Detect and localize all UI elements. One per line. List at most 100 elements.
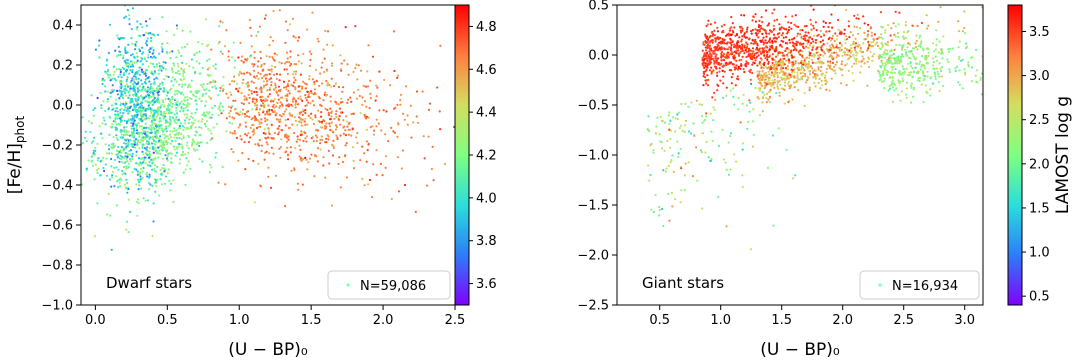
data-point bbox=[701, 56, 704, 59]
data-point bbox=[260, 64, 263, 67]
data-point bbox=[915, 71, 919, 74]
data-point bbox=[848, 36, 851, 39]
data-point bbox=[705, 82, 708, 85]
data-point bbox=[738, 59, 741, 62]
data-point bbox=[352, 159, 355, 162]
data-point bbox=[87, 120, 90, 123]
data-point bbox=[163, 167, 166, 170]
data-point bbox=[157, 72, 160, 75]
data-point bbox=[850, 50, 854, 53]
data-point bbox=[906, 46, 909, 49]
data-point bbox=[119, 123, 122, 126]
data-point bbox=[273, 110, 276, 113]
data-point bbox=[177, 70, 180, 73]
colorbar-tick-label: 4.0 bbox=[476, 191, 497, 206]
data-point bbox=[160, 173, 163, 176]
data-point bbox=[139, 158, 142, 161]
giant-y-ticks: −2.5−2.0−1.5−1.0−0.50.00.5 bbox=[577, 0, 617, 314]
data-point bbox=[186, 43, 189, 46]
data-point bbox=[757, 25, 761, 29]
data-point bbox=[142, 153, 145, 156]
data-point bbox=[741, 148, 744, 151]
data-point bbox=[716, 89, 719, 92]
data-point bbox=[883, 67, 886, 70]
data-point bbox=[704, 52, 707, 55]
data-point bbox=[365, 140, 368, 143]
data-point bbox=[120, 179, 123, 182]
data-point bbox=[913, 70, 916, 73]
data-point bbox=[116, 34, 119, 37]
data-point bbox=[167, 121, 170, 124]
data-point bbox=[137, 202, 140, 205]
data-point bbox=[287, 60, 290, 64]
data-point bbox=[291, 73, 295, 76]
data-point bbox=[763, 54, 766, 57]
data-point bbox=[727, 173, 731, 176]
data-point bbox=[273, 106, 276, 109]
data-point bbox=[797, 67, 800, 70]
data-point bbox=[102, 156, 105, 159]
data-point bbox=[776, 85, 779, 88]
data-point bbox=[324, 176, 327, 179]
data-point bbox=[113, 158, 116, 162]
data-point bbox=[344, 26, 347, 29]
data-point bbox=[868, 65, 871, 69]
data-point bbox=[930, 76, 933, 79]
data-point bbox=[308, 157, 311, 160]
data-point bbox=[384, 133, 387, 136]
data-point bbox=[866, 84, 869, 87]
data-point bbox=[160, 145, 163, 148]
data-point bbox=[716, 36, 719, 39]
data-point bbox=[760, 66, 763, 69]
data-point bbox=[715, 67, 718, 70]
data-point bbox=[759, 79, 762, 82]
data-point bbox=[400, 167, 403, 170]
data-point bbox=[807, 77, 810, 80]
y-tick-label: 0.0 bbox=[52, 99, 73, 114]
data-point bbox=[150, 111, 153, 114]
data-point bbox=[323, 57, 326, 60]
data-point bbox=[160, 139, 163, 142]
data-point bbox=[146, 93, 150, 96]
data-point bbox=[182, 128, 185, 132]
data-point bbox=[202, 83, 205, 86]
data-point bbox=[948, 50, 951, 53]
data-point bbox=[135, 129, 139, 132]
data-point bbox=[182, 109, 185, 113]
data-point bbox=[763, 63, 766, 67]
data-point bbox=[733, 43, 736, 46]
data-point bbox=[679, 201, 682, 204]
data-point bbox=[695, 99, 698, 102]
data-point bbox=[138, 110, 141, 113]
data-point bbox=[278, 9, 281, 12]
data-point bbox=[300, 87, 304, 90]
data-point bbox=[436, 86, 439, 89]
data-point bbox=[287, 89, 290, 93]
data-point bbox=[704, 46, 707, 49]
data-point bbox=[980, 93, 983, 96]
data-point bbox=[922, 64, 925, 67]
data-point bbox=[117, 54, 120, 57]
data-point bbox=[747, 62, 750, 65]
data-point bbox=[151, 168, 154, 171]
data-point bbox=[866, 35, 869, 38]
data-point bbox=[117, 113, 120, 116]
data-point bbox=[663, 149, 666, 152]
data-point bbox=[90, 122, 93, 125]
data-point bbox=[255, 100, 258, 103]
data-point bbox=[820, 65, 823, 69]
data-point bbox=[205, 59, 209, 62]
data-point bbox=[217, 114, 220, 117]
data-point bbox=[324, 91, 327, 94]
data-point bbox=[720, 46, 723, 49]
data-point bbox=[367, 85, 370, 88]
data-point bbox=[127, 43, 130, 46]
data-point bbox=[722, 82, 725, 85]
data-point bbox=[129, 81, 132, 84]
data-point bbox=[706, 74, 709, 77]
data-point bbox=[229, 109, 232, 112]
data-point bbox=[137, 157, 141, 160]
data-point bbox=[755, 32, 758, 35]
data-point bbox=[120, 83, 123, 86]
data-point bbox=[835, 56, 838, 59]
